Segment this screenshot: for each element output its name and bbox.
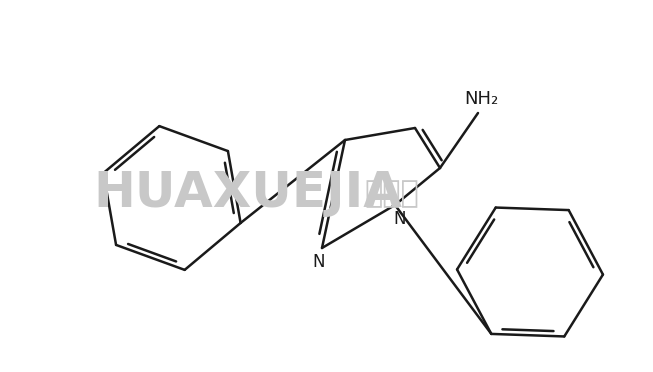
Text: NH₂: NH₂: [464, 90, 498, 108]
Text: N: N: [313, 253, 325, 271]
Text: 化学加: 化学加: [364, 179, 419, 208]
Text: HUAXUEJIA: HUAXUEJIA: [93, 169, 403, 218]
Text: N: N: [394, 210, 406, 228]
